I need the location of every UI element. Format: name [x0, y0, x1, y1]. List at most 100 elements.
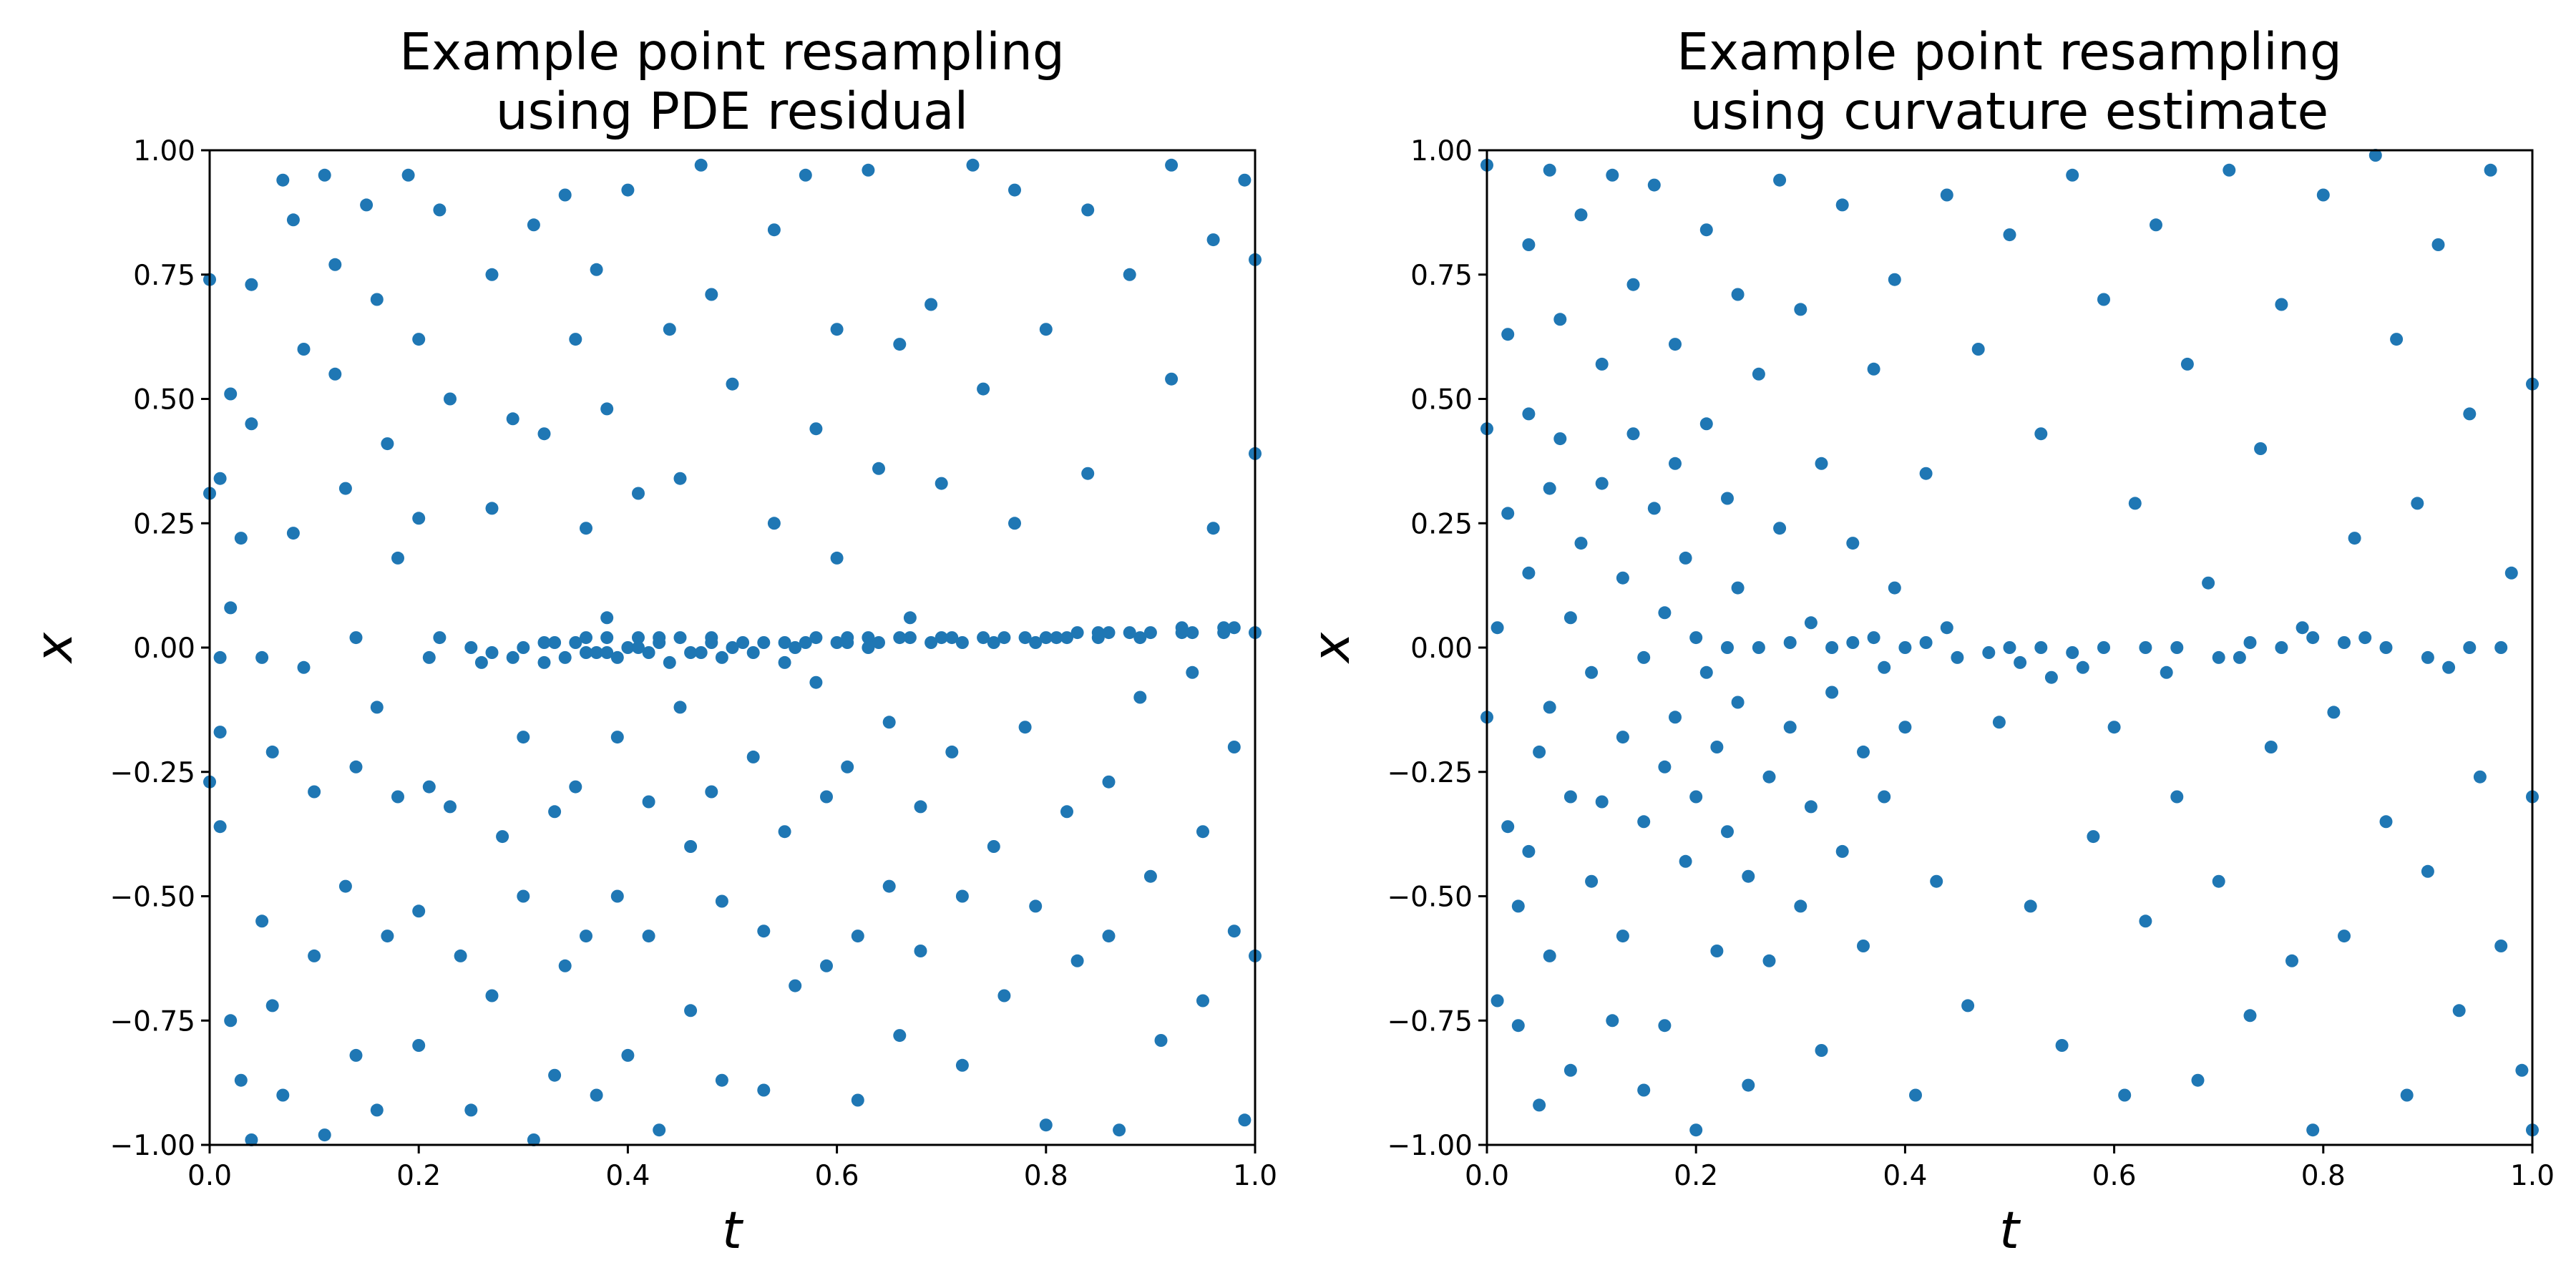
left-plot-point — [767, 517, 781, 530]
right-plot-y-tick-label: 0.25 — [1410, 508, 1473, 540]
left-plot-point — [1050, 631, 1063, 645]
right-plot-point — [1522, 238, 1536, 251]
left-plot-point — [621, 183, 635, 197]
right-plot-point — [2254, 442, 2268, 455]
left-plot-point — [610, 731, 624, 744]
left-plot-point — [1186, 665, 1199, 679]
left-plot-point — [1102, 626, 1116, 640]
left-plot-y-tick-label: 0.50 — [133, 384, 195, 416]
right-plot-point — [1574, 537, 1588, 550]
left-plot-point — [893, 1029, 907, 1043]
right-plot-point — [1669, 711, 1682, 724]
left-plot-point — [705, 288, 718, 301]
left-plot-point — [433, 631, 447, 645]
left-plot-point — [444, 800, 457, 814]
left-plot-title-line-2: using PDE residual — [496, 82, 969, 141]
left-plot-point — [338, 482, 352, 495]
right-plot-point — [2170, 641, 2184, 654]
left-plot-point — [569, 636, 582, 649]
left-plot-point — [632, 641, 645, 654]
right-plot-point — [2306, 1123, 2320, 1137]
right-plot-point — [1501, 507, 1515, 520]
right-plot-point — [2504, 566, 2518, 580]
left-plot-y-tick-label: −0.50 — [109, 882, 195, 914]
left-plot-point — [673, 701, 687, 714]
left-plot-point — [955, 1058, 969, 1072]
right-plot-point — [1658, 760, 1672, 774]
left-plot-point — [1227, 741, 1241, 753]
left-plot-point — [444, 392, 457, 406]
left-plot-point — [757, 636, 771, 649]
right-plot-point — [1522, 566, 1536, 580]
right-plot-point — [1710, 741, 1724, 753]
left-plot-point — [1039, 323, 1053, 336]
left-plot-point — [308, 949, 321, 962]
left-plot-point — [485, 989, 499, 1002]
right-plot-point — [1658, 1019, 1672, 1033]
right-plot-point — [1857, 940, 1870, 952]
right-plot-point — [2202, 576, 2215, 590]
left-plot-point — [997, 631, 1011, 645]
left-plot-points — [203, 158, 1262, 1146]
right-plot-point — [2066, 646, 2079, 659]
left-plot-point — [224, 1014, 238, 1028]
right-plot-point — [1794, 899, 1807, 913]
left-plot-point — [809, 631, 823, 645]
left-plot-point — [1039, 1118, 1053, 1132]
left-plot-point — [537, 655, 551, 669]
right-plot-point — [2044, 670, 2058, 684]
right-plot-point — [2390, 333, 2404, 346]
left-plot-point — [955, 889, 969, 903]
right-plot-y-tick-label: −1.00 — [1387, 1130, 1473, 1162]
right-plot-point — [1543, 949, 1556, 962]
left-plot-point — [736, 636, 750, 649]
right-plot-point — [1783, 721, 1797, 734]
right-plot-point — [2107, 721, 2121, 734]
left-plot-point — [830, 636, 844, 649]
right-plot-point — [1804, 800, 1818, 814]
right-plot-point — [2003, 228, 2016, 242]
left-plot-x-tick-label: 0.6 — [815, 1160, 859, 1192]
left-plot-point — [558, 650, 572, 664]
right-plot-point — [2118, 1088, 2132, 1102]
right-plot-point — [1689, 1123, 1703, 1137]
left-plot-point — [600, 402, 614, 416]
left-plot-y-tick-label: −0.75 — [109, 1005, 195, 1038]
left-plot-point — [757, 1083, 771, 1097]
left-plot-point — [799, 168, 812, 182]
left-plot-point — [537, 636, 551, 649]
left-plot-point — [1081, 203, 1095, 217]
left-plot-point — [412, 512, 426, 525]
right-plot-point — [2400, 1088, 2414, 1102]
left-plot-x-tick-label: 1.0 — [1233, 1160, 1277, 1192]
left-plot-point — [757, 924, 771, 938]
left-plot-point — [422, 650, 436, 664]
left-plot-point — [297, 343, 311, 356]
right-plot-point — [1658, 606, 1672, 620]
right-plot-point — [1522, 844, 1536, 858]
left-plot-point — [862, 163, 875, 177]
right-plot-y-axis-label: x — [1302, 632, 1361, 664]
right-plot-y-tick-label: −0.50 — [1387, 882, 1473, 914]
right-plot-point — [1585, 874, 1599, 888]
left-plot-point — [882, 879, 896, 893]
right-plot-point — [1731, 581, 1745, 595]
right-plot-point — [1992, 716, 2006, 729]
left-plot-point — [789, 641, 802, 654]
right-plot-point — [1825, 686, 1839, 699]
right-plot-point — [1835, 844, 1849, 858]
right-plot-point — [2411, 497, 2424, 510]
left-plot-point — [286, 527, 300, 540]
right-plot-point — [1888, 581, 1901, 595]
left-plot-point — [485, 502, 499, 515]
right-plot-point — [2055, 1039, 2069, 1052]
right-plot-point — [2034, 641, 2048, 654]
left-plot-point — [1123, 626, 1136, 640]
right-plot-point — [1563, 790, 1577, 804]
right-plot-point — [2087, 830, 2100, 844]
right-plot-point — [2024, 899, 2037, 913]
right-plot-point — [2338, 636, 2351, 649]
right-plot-point — [1533, 1098, 1546, 1112]
right-plot-point — [1543, 701, 1556, 714]
left-plot-point — [955, 636, 969, 649]
